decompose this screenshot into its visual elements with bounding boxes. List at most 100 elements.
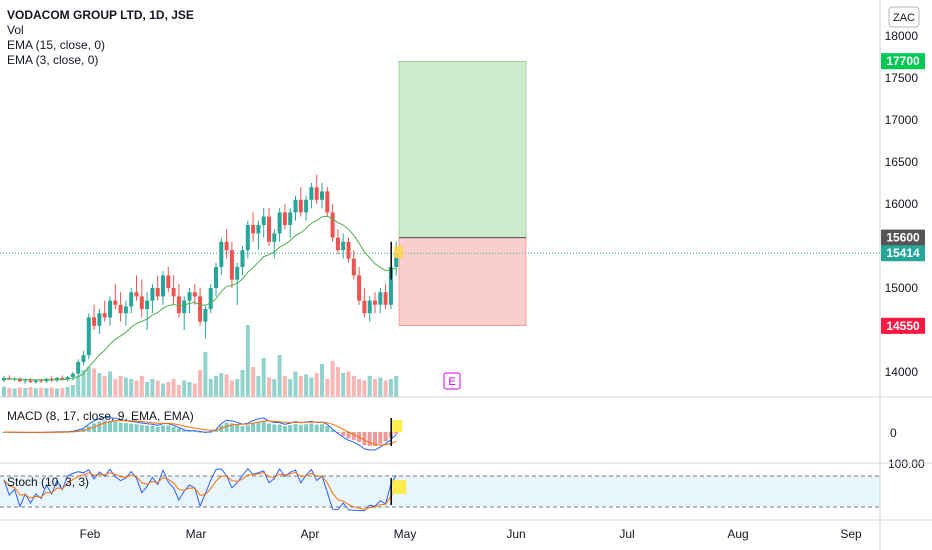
stoch-pane[interactable]: 100.00 xyxy=(0,457,925,512)
macd-histogram-bar xyxy=(314,424,319,432)
volume-bar xyxy=(314,373,319,397)
highlight-box xyxy=(394,246,404,258)
macd-histogram-bar xyxy=(229,423,234,432)
macd-histogram-bar xyxy=(256,421,261,432)
macd-histogram-bar xyxy=(288,425,293,432)
macd-pane[interactable]: 0 xyxy=(2,416,897,451)
symbol-title[interactable]: VODACOM GROUP LTD, 1D, JSE xyxy=(7,8,194,22)
candle-body xyxy=(256,225,261,234)
earnings-marker-label: E xyxy=(448,376,455,388)
macd-histogram-bar xyxy=(118,422,123,432)
earnings-marker xyxy=(443,372,461,390)
volume-bar xyxy=(92,368,97,397)
macd-histogram-bar xyxy=(134,424,139,432)
candle-body xyxy=(219,241,224,267)
price-badge xyxy=(881,317,925,334)
volume-bar xyxy=(12,388,17,397)
candle-body xyxy=(97,313,102,326)
macd-histogram-bar xyxy=(330,429,335,432)
volume-bar xyxy=(240,370,245,397)
price-tick-label: 16000 xyxy=(885,197,919,211)
volume-bar xyxy=(171,379,176,397)
volume-bar xyxy=(176,385,181,397)
candle-body xyxy=(176,296,181,314)
volume-bar xyxy=(17,387,22,397)
ema15-line xyxy=(3,215,397,381)
stoch-label[interactable]: Stoch (10, 3, 3) xyxy=(7,475,90,489)
volume-bar xyxy=(192,383,197,397)
macd-histogram-bar xyxy=(240,425,245,432)
volume-bar xyxy=(235,379,240,397)
macd-histogram-bar xyxy=(171,426,176,432)
candle-body xyxy=(145,300,150,309)
candle-body xyxy=(357,275,362,301)
stoch-k-line xyxy=(3,467,397,512)
volume-bar xyxy=(288,379,293,397)
legend-ema15[interactable]: EMA (15, close, 0) xyxy=(7,38,106,52)
candle-body xyxy=(60,377,65,380)
volume-bar xyxy=(383,380,388,397)
macd-histogram-bar xyxy=(341,432,346,437)
volume-bar xyxy=(325,379,330,397)
macd-histogram-bar xyxy=(394,432,399,435)
macd-histogram-bar xyxy=(214,430,218,432)
candle-body xyxy=(346,241,351,259)
volume-bar xyxy=(346,371,351,397)
volume-bar xyxy=(256,376,261,397)
price-badge xyxy=(881,245,925,262)
time-tick-label: Mar xyxy=(186,527,207,541)
volume-bar xyxy=(81,370,86,397)
candle-body xyxy=(134,292,139,297)
candle-body xyxy=(240,250,245,267)
volume-bar xyxy=(23,388,28,397)
candle-body xyxy=(182,300,187,314)
candle-body xyxy=(261,216,266,225)
volume-bar xyxy=(7,388,12,397)
volume-bar xyxy=(224,374,229,397)
candle-body xyxy=(166,275,171,288)
candle-body xyxy=(81,355,86,362)
candle-body xyxy=(150,288,155,301)
candle-body xyxy=(70,373,75,378)
macd-zero-label: 0 xyxy=(890,426,897,440)
candle-body xyxy=(155,288,160,297)
legend-ema3[interactable]: EMA (3, close, 0) xyxy=(7,53,99,67)
candle-body xyxy=(224,241,229,251)
macd-histogram-bar xyxy=(187,430,192,432)
currency-box xyxy=(888,6,920,28)
price-tick-label: 15000 xyxy=(885,281,919,295)
macd-histogram-bar xyxy=(373,432,377,446)
candle-body xyxy=(378,292,383,305)
volume-bar xyxy=(76,376,81,397)
volume-bar xyxy=(102,376,107,397)
macd-label[interactable]: MACD (8, 17, close, 9, EMA, EMA) xyxy=(7,409,194,423)
macd-histogram-bar xyxy=(351,432,356,440)
volume-bar xyxy=(139,376,144,397)
volume-bar xyxy=(60,388,65,397)
volume-bar xyxy=(150,379,155,397)
volume-bar xyxy=(341,373,346,397)
macd-histogram-bar xyxy=(108,420,112,432)
macd-histogram-bar xyxy=(198,431,203,433)
candle-body xyxy=(235,267,240,280)
volume-bar xyxy=(108,371,112,397)
volume-bar xyxy=(219,373,224,397)
volume-bar xyxy=(245,325,250,397)
candle-body xyxy=(288,212,293,225)
volume-bar xyxy=(261,358,266,397)
main-price-pane[interactable]: E xyxy=(0,60,880,397)
stoch-band xyxy=(0,476,880,507)
macd-histogram-bar xyxy=(298,424,303,432)
legend-vol[interactable]: Vol xyxy=(7,23,24,37)
volume-bar xyxy=(118,376,123,397)
macd-histogram-bar xyxy=(378,432,383,444)
macd-histogram-bar xyxy=(304,424,309,432)
macd-histogram-bar xyxy=(161,425,165,432)
price-tick-label: 14000 xyxy=(885,365,919,379)
volume-bar xyxy=(65,386,70,397)
volume-bar xyxy=(309,377,314,397)
volume-bar xyxy=(277,355,282,397)
candle-body xyxy=(320,191,324,200)
macd-histogram-bar xyxy=(320,424,324,432)
